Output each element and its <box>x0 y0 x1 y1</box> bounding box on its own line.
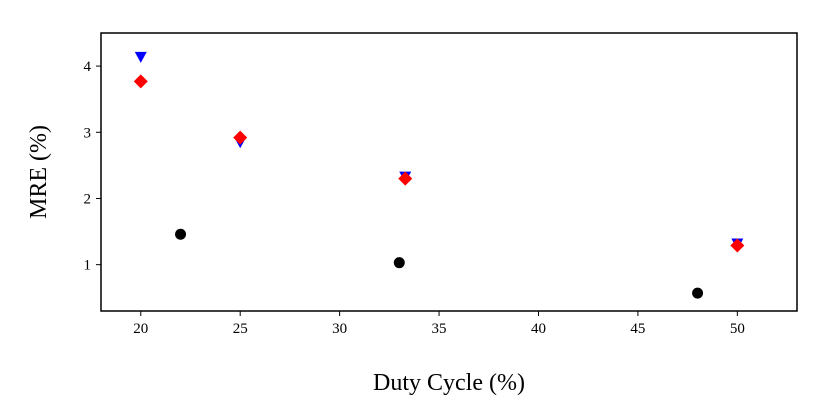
point <box>133 74 148 89</box>
x-tick-label: 30 <box>332 321 347 337</box>
plot-frame <box>100 32 798 312</box>
x-tick-label: 35 <box>432 321 447 337</box>
y-tick-label: 3 <box>84 125 92 141</box>
point <box>692 287 704 299</box>
x-tick-label: 25 <box>233 321 248 337</box>
point <box>134 51 147 63</box>
point <box>398 171 413 186</box>
point <box>233 130 248 145</box>
x-axis-label: Duty Cycle (%) <box>373 370 525 396</box>
x-tick-label: 20 <box>133 321 148 337</box>
x-tick-label: 45 <box>630 321 645 337</box>
y-tick-label: 1 <box>84 258 92 274</box>
point <box>393 257 405 269</box>
x-tick-label: 40 <box>531 321 546 337</box>
y-tick-label: 4 <box>84 59 92 75</box>
x-tick-label: 50 <box>730 321 745 337</box>
point <box>730 238 745 253</box>
y-tick-label: 2 <box>84 191 92 207</box>
y-axis-label: MRE (%) <box>26 125 52 219</box>
point <box>175 228 187 240</box>
